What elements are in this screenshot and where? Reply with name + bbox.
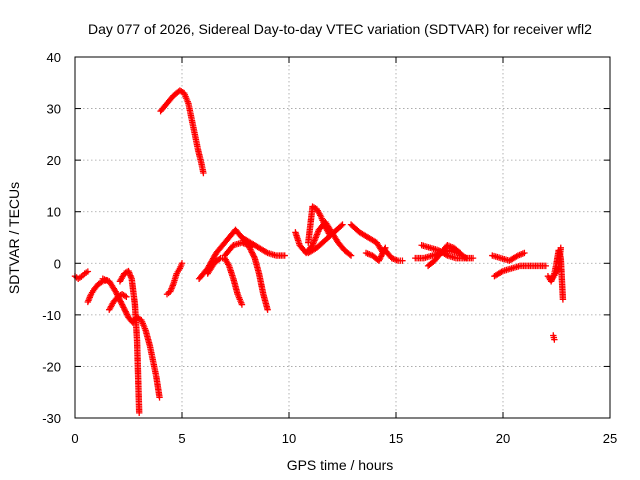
data-point [238,301,246,308]
axis-ticks: 0 5 10 15 20 25 40 30 20 10 0 -10 -20 -30 [42,50,617,446]
data-point [248,249,256,256]
chart-title: Day 077 of 2026, Sidereal Day-to-day VTE… [88,21,592,37]
data-point [216,255,223,263]
data-point [118,299,125,307]
data-point [119,302,126,310]
x-tick-label: 0 [71,431,78,446]
data-point [559,296,567,303]
series-14 [305,221,346,257]
series-1 [71,268,92,282]
y-tick-label: 20 [47,153,61,168]
y-tick-label: -10 [42,308,61,323]
data-point [120,304,127,311]
y-tick-label: 0 [54,256,61,271]
data-point [121,292,129,300]
data-point [377,253,385,260]
series-5 [116,267,143,417]
x-axis-label: GPS time / hours [287,457,394,473]
data-point [378,251,385,259]
data-point [542,262,549,270]
series-9 [204,254,246,308]
series-22 [491,262,549,280]
data-point [457,249,464,257]
data-point [98,278,105,286]
series-24 [549,244,564,282]
data-point [123,293,130,301]
data-point [521,249,528,257]
data-point [551,336,558,343]
data-point [498,268,505,276]
series-25 [550,332,558,343]
data-point [246,244,253,252]
plot-frame [74,56,611,419]
data-point [455,248,463,256]
data-point [469,254,477,262]
x-tick-label: 25 [603,431,617,446]
data-point [156,394,163,401]
data-point [200,169,207,177]
data-point [123,311,131,318]
data-point [339,221,346,228]
data-point [121,305,128,313]
data-point [247,246,254,253]
data-point [347,252,355,259]
x-tick-label: 10 [282,431,296,446]
data-point [136,409,143,417]
x-tick-label: 15 [389,431,403,446]
series-4 [106,291,130,313]
series-10 [221,239,271,313]
series-16 [362,244,389,264]
x-tick-label: 20 [496,431,510,446]
data-point [338,222,345,229]
data-point [122,308,129,315]
data-points [71,87,567,417]
data-point [250,253,258,260]
y-tick-label: 30 [47,102,61,117]
series-20 [418,242,477,262]
data-point [377,254,384,262]
series-6 [163,260,186,298]
y-tick-label: 10 [47,205,61,220]
data-point [121,307,129,314]
x-tick-label: 5 [178,431,185,446]
data-point [264,306,271,313]
data-point [375,257,383,264]
data-point [118,301,126,308]
y-tick-label: 40 [47,50,61,65]
data-point [247,247,255,255]
data-point [123,309,130,317]
series-17 [382,247,406,264]
data-point [116,297,124,304]
data-point [399,257,406,264]
data-point [250,252,257,259]
data-point [112,288,119,295]
y-tick-label: -30 [42,411,61,426]
data-point [346,251,353,258]
series-11 [238,234,288,259]
series-7 [157,87,207,177]
series-21 [489,249,528,264]
y-axis-label: SDTVAR / TECUs [6,182,22,294]
data-point [249,250,256,258]
data-point [84,268,92,275]
data-point [117,298,124,305]
data-point [178,260,186,267]
grid-lines [75,57,610,418]
data-point [262,248,270,256]
data-point [557,244,564,252]
data-point [281,252,288,259]
data-point [376,256,383,263]
y-tick-label: -20 [42,359,61,374]
data-point [442,251,450,258]
